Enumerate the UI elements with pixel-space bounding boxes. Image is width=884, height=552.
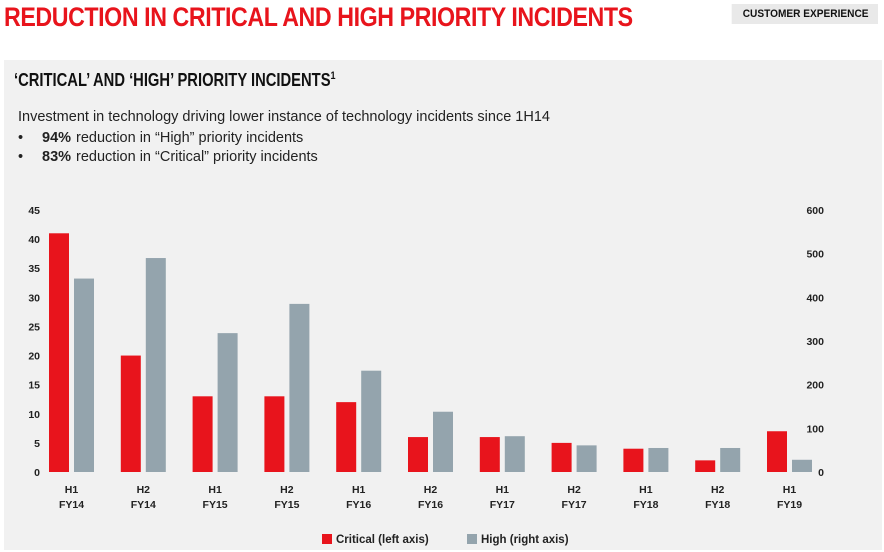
legend-label-critical: Critical (left axis) [336, 534, 429, 546]
high-bar [576, 445, 597, 472]
critical-bar [408, 437, 428, 472]
high-bar [74, 278, 94, 472]
critical-bar [695, 460, 716, 472]
left-axis-tick-label: 30 [28, 292, 40, 304]
right-axis-tick-label: 0 [818, 467, 824, 479]
left-axis-tick-label: 5 [34, 438, 40, 450]
page-title: REDUCTION IN CRITICAL AND HIGH PRIORITY … [4, 2, 633, 32]
high-bar [433, 411, 453, 472]
high-bar [504, 436, 525, 472]
critical-bar [551, 442, 572, 472]
right-axis-tick-label: 200 [806, 380, 824, 392]
x-axis-tick-label-half: H1 [496, 484, 510, 496]
critical-bar [120, 355, 141, 472]
right-axis-tick-label: 600 [806, 205, 824, 217]
legend-swatch-critical [322, 534, 332, 544]
x-axis-tick-label-year: FY15 [203, 499, 228, 511]
legend-swatch-high [467, 534, 477, 544]
x-axis-tick-label-year: FY18 [705, 499, 730, 511]
bullet-value: 83% [42, 148, 72, 165]
left-axis-tick-label: 45 [28, 205, 40, 217]
left-axis-tick-label: 15 [28, 380, 40, 392]
left-axis-tick-label: 25 [28, 321, 40, 333]
x-axis-tick-label-year: FY16 [418, 499, 443, 511]
right-axis-tick-label: 500 [806, 249, 824, 261]
bullet-dot: • [18, 148, 24, 165]
x-axis-tick-label-half: H2 [711, 484, 725, 496]
critical-bar [479, 437, 500, 472]
bullet-item: • 94% reduction in “High” priority incid… [18, 128, 318, 147]
x-axis-tick-label-year: FY17 [490, 499, 515, 511]
critical-bar [336, 402, 357, 472]
x-axis-tick-label-year: FY16 [346, 499, 371, 511]
bullet-text: reduction in “High” priority incidents [76, 129, 304, 146]
left-axis-tick-label: 35 [28, 263, 40, 275]
right-axis-tick-label: 100 [806, 423, 824, 435]
x-axis-tick-label-year: FY18 [633, 499, 658, 511]
x-axis-tick-label-half: H2 [280, 484, 294, 496]
bullet-dot: • [18, 129, 24, 146]
left-axis-tick-label: 10 [28, 409, 40, 421]
x-axis-tick-label-year: FY19 [777, 499, 802, 511]
right-axis-tick-label: 400 [806, 292, 824, 304]
high-bar [720, 447, 741, 472]
legend-label-high: High (right axis) [481, 534, 569, 546]
x-axis-tick-label-half: H2 [424, 484, 438, 496]
critical-bar [264, 396, 285, 472]
left-axis-tick-label: 0 [34, 467, 40, 479]
high-bar [792, 459, 812, 472]
high-bar [361, 370, 382, 472]
x-axis-tick-label-half: H1 [783, 484, 797, 496]
right-axis-tick-label: 300 [806, 336, 824, 348]
left-axis-tick-label: 20 [28, 351, 40, 363]
panel-title: ‘CRITICAL’ AND ‘HIGH’ PRIORITY INCIDENTS… [14, 70, 336, 91]
footnote-mark: 1 [330, 70, 336, 82]
x-axis-tick-label-half: H1 [65, 484, 79, 496]
high-bar [648, 447, 669, 472]
x-axis-tick-label-half: H2 [567, 484, 581, 496]
critical-bar [192, 396, 213, 472]
bullet-item: • 83% reduction in “Critical” priority i… [18, 147, 318, 166]
critical-bar [49, 233, 69, 472]
x-axis-tick-label-year: FY15 [274, 499, 299, 511]
x-axis-tick-label-half: H1 [208, 484, 222, 496]
x-axis-tick-label-year: FY14 [59, 499, 84, 511]
bullet-text: reduction in “Critical” priority inciden… [76, 148, 318, 165]
high-bar [145, 258, 166, 472]
section-tag: CUSTOMER EXPERIENCE [731, 4, 878, 24]
left-axis-tick-label: 40 [28, 234, 40, 246]
bullet-value: 94% [42, 129, 72, 146]
critical-bar [623, 448, 644, 472]
panel-title-text: ‘CRITICAL’ AND ‘HIGH’ PRIORITY INCIDENTS [14, 70, 331, 90]
high-bar [217, 333, 238, 472]
x-axis-tick-label-half: H1 [639, 484, 653, 496]
critical-bar [767, 431, 787, 472]
x-axis-tick-label-year: FY14 [131, 499, 156, 511]
bullet-list: • 94% reduction in “High” priority incid… [18, 128, 318, 166]
x-axis-tick-label-year: FY17 [562, 499, 587, 511]
x-axis-tick-label-half: H2 [137, 484, 151, 496]
intro-text: Investment in technology driving lower i… [18, 109, 550, 125]
x-axis-tick-label-half: H1 [352, 484, 366, 496]
high-bar [289, 303, 310, 472]
